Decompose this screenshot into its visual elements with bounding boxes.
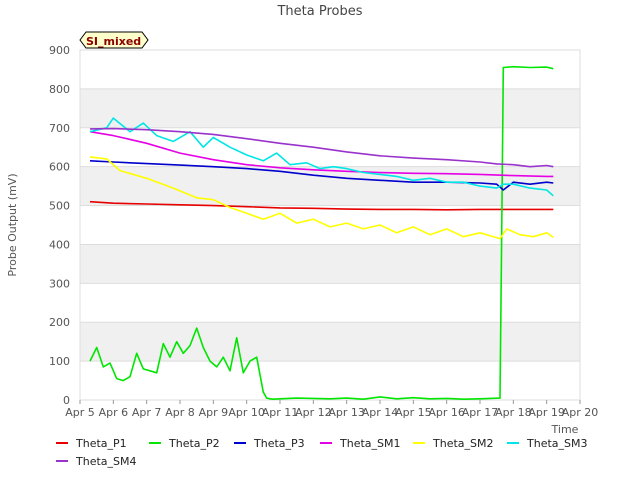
- x-tick-label: Apr 18: [495, 406, 532, 419]
- y-tick-label: 500: [49, 200, 70, 213]
- si-badge: SI_mixed: [79, 31, 149, 49]
- si-badge-label: SI_mixed: [86, 35, 141, 48]
- y-tick-label: 900: [49, 44, 70, 57]
- y-axis-ticks: 0 100 200 300 400 500 600 700 800 900: [49, 44, 70, 407]
- y-tick-label: 100: [49, 355, 70, 368]
- y-axis-title: Probe Output (mV): [6, 173, 19, 276]
- legend-item-theta-p2: Theta_P2: [149, 437, 220, 450]
- x-tick-label: Apr 20: [562, 406, 599, 419]
- plot-frame: [79, 49, 581, 401]
- y-tick-label: 0: [63, 394, 70, 407]
- background-band: [80, 166, 580, 206]
- legend-item-theta-p1: Theta_P1: [56, 437, 127, 450]
- x-tick-label: Apr 19: [528, 406, 565, 419]
- x-tick-label: Apr 11: [262, 406, 299, 419]
- x-tick-label: Apr 14: [362, 406, 399, 419]
- x-tick-label: Apr 17: [462, 406, 499, 419]
- x-tick-label: Apr 13: [328, 406, 365, 419]
- y-tick-label: 700: [49, 122, 70, 135]
- series-line-theta-sm2: [89, 156, 554, 240]
- x-tick-label: Apr 5: [65, 406, 95, 419]
- y-tick-label: 600: [49, 161, 70, 174]
- x-tick-label: Apr 9: [199, 406, 229, 419]
- x-tick-label: Apr 8: [165, 406, 195, 419]
- y-tick-label: 800: [49, 83, 70, 96]
- series-line-theta-sm1: [89, 130, 554, 178]
- series-line-theta-p1: [89, 200, 554, 211]
- y-tick-label: 300: [49, 277, 70, 290]
- x-tick-label: Apr 7: [132, 406, 162, 419]
- series-layer: [89, 65, 554, 401]
- series-line-theta-p3: [89, 160, 554, 191]
- legend-label: Theta_SM2: [432, 437, 493, 450]
- x-tick-label: Apr 15: [395, 406, 432, 419]
- chart-title: Theta Probes: [276, 4, 362, 19]
- background-bands: [80, 88, 580, 362]
- x-tick-label: Apr 6: [99, 406, 129, 419]
- y-tick-label: 200: [49, 316, 70, 329]
- legend-label: Theta_P2: [168, 437, 220, 450]
- legend-item-theta-sm1: Theta_SM1: [320, 437, 400, 450]
- series-line-theta-p2: [89, 65, 554, 401]
- legend-item-theta-sm3: Theta_SM3: [507, 437, 587, 450]
- background-band: [80, 244, 580, 284]
- legend-label: Theta_SM3: [526, 437, 587, 450]
- background-band: [80, 322, 580, 362]
- legend: Theta_P1 Theta_P2 Theta_P3 Theta_SM1 Theta_S…: [56, 437, 587, 468]
- legend-item-theta-sm4: Theta_SM4: [56, 455, 136, 468]
- y-tick-label: 400: [49, 238, 70, 251]
- series-line-theta-sm4: [89, 127, 554, 168]
- x-tick-label: Apr 16: [428, 406, 465, 419]
- background-band: [80, 88, 580, 128]
- series-line-theta-sm3: [89, 117, 554, 197]
- x-axis-title: Time: [551, 423, 579, 436]
- x-tick-label: Apr 12: [295, 406, 332, 419]
- legend-item-theta-p3: Theta_P3: [234, 437, 305, 450]
- legend-label: Theta_P1: [75, 437, 127, 450]
- x-tick-label: Apr 10: [228, 406, 265, 419]
- legend-item-theta-sm2: Theta_SM2: [413, 437, 493, 450]
- legend-label: Theta_SM1: [339, 437, 400, 450]
- legend-label: Theta_SM4: [75, 455, 136, 468]
- legend-label: Theta_P3: [253, 437, 305, 450]
